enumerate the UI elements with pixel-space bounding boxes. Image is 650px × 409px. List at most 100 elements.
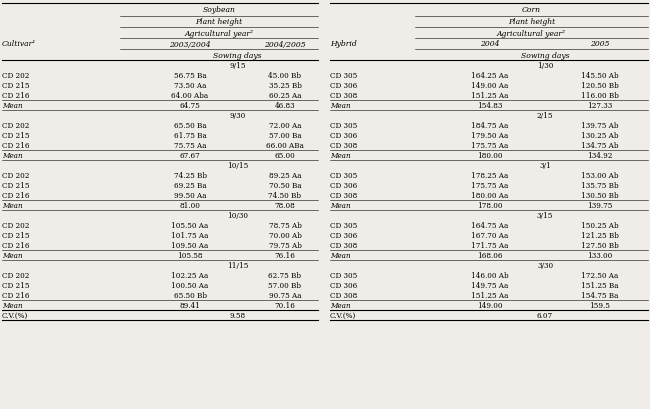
Text: CD 306: CD 306	[330, 281, 358, 289]
Text: 72.00 Aa: 72.00 Aa	[268, 122, 301, 130]
Text: Mean: Mean	[330, 301, 350, 309]
Text: CD 308: CD 308	[330, 291, 358, 299]
Text: 45.00 Bb: 45.00 Bb	[268, 72, 302, 80]
Text: 35.25 Bb: 35.25 Bb	[268, 82, 302, 90]
Text: 180.00: 180.00	[477, 152, 502, 160]
Text: 2004/2005: 2004/2005	[264, 40, 306, 48]
Text: CD 305: CD 305	[330, 172, 358, 180]
Text: 66.00 ABa: 66.00 ABa	[266, 142, 304, 150]
Text: Corn: Corn	[522, 7, 541, 14]
Text: CD 216: CD 216	[2, 142, 29, 150]
Text: 57.00 Ba: 57.00 Ba	[268, 132, 302, 139]
Text: Mean: Mean	[330, 102, 350, 110]
Text: 164.75 Aa: 164.75 Aa	[471, 221, 508, 229]
Text: 151.25 Aa: 151.25 Aa	[471, 291, 509, 299]
Text: 10/15: 10/15	[227, 162, 248, 170]
Text: CD 306: CD 306	[330, 231, 358, 239]
Text: C.V.(%): C.V.(%)	[2, 311, 29, 319]
Text: 172.50 Aa: 172.50 Aa	[581, 271, 619, 279]
Text: 153.00 Ab: 153.00 Ab	[581, 172, 619, 180]
Text: 164.25 Aa: 164.25 Aa	[471, 72, 508, 80]
Text: Mean: Mean	[330, 252, 350, 259]
Text: 78.08: 78.08	[274, 202, 295, 209]
Text: 178.25 Aa: 178.25 Aa	[471, 172, 508, 180]
Text: 180.00 Aa: 180.00 Aa	[471, 191, 508, 200]
Text: 150.25 Ab: 150.25 Ab	[581, 221, 619, 229]
Text: 127.50 Bb: 127.50 Bb	[581, 241, 619, 249]
Text: 139.75 Ab: 139.75 Ab	[581, 122, 619, 130]
Text: CD 215: CD 215	[2, 231, 29, 239]
Text: CD 215: CD 215	[2, 132, 29, 139]
Text: 3/15: 3/15	[537, 211, 553, 220]
Text: Mean: Mean	[2, 252, 23, 259]
Text: 105.50 Aa: 105.50 Aa	[172, 221, 209, 229]
Text: 100.50 Aa: 100.50 Aa	[172, 281, 209, 289]
Text: 105.58: 105.58	[177, 252, 203, 259]
Text: 120.50 Bb: 120.50 Bb	[581, 82, 619, 90]
Text: 179.50 Aa: 179.50 Aa	[471, 132, 508, 139]
Text: 61.75 Ba: 61.75 Ba	[174, 132, 207, 139]
Text: CD 306: CD 306	[330, 82, 358, 90]
Text: 56.75 Ba: 56.75 Ba	[174, 72, 206, 80]
Text: 62.75 Bb: 62.75 Bb	[268, 271, 302, 279]
Text: 167.70 Aa: 167.70 Aa	[471, 231, 508, 239]
Text: CD 202: CD 202	[2, 172, 29, 180]
Text: C.V.(%): C.V.(%)	[330, 311, 356, 319]
Text: CD 306: CD 306	[330, 132, 358, 139]
Text: 46.83: 46.83	[275, 102, 295, 110]
Text: 175.75 Aa: 175.75 Aa	[471, 182, 508, 189]
Text: 116.00 Bb: 116.00 Bb	[581, 92, 619, 100]
Text: Sowing days: Sowing days	[213, 52, 262, 59]
Text: 70.50 Ba: 70.50 Ba	[268, 182, 302, 189]
Text: 57.00 Bb: 57.00 Bb	[268, 281, 302, 289]
Text: 99.50 Aa: 99.50 Aa	[174, 191, 206, 200]
Text: 73.50 Aa: 73.50 Aa	[174, 82, 206, 90]
Text: CD 202: CD 202	[2, 221, 29, 229]
Text: 159.5: 159.5	[590, 301, 610, 309]
Text: 79.75 Ab: 79.75 Ab	[268, 241, 302, 249]
Text: CD 308: CD 308	[330, 191, 358, 200]
Text: 154.75 Ba: 154.75 Ba	[581, 291, 619, 299]
Text: CD 308: CD 308	[330, 142, 358, 150]
Text: CD 215: CD 215	[2, 182, 29, 189]
Text: 151.25 Aa: 151.25 Aa	[471, 92, 509, 100]
Text: 134.75 Ab: 134.75 Ab	[581, 142, 619, 150]
Text: Mean: Mean	[2, 202, 23, 209]
Text: CD 305: CD 305	[330, 122, 358, 130]
Text: 2003/2004: 2003/2004	[169, 40, 211, 48]
Text: 6.07: 6.07	[537, 311, 553, 319]
Text: CD 306: CD 306	[330, 182, 358, 189]
Text: CD 305: CD 305	[330, 72, 358, 80]
Text: CD 305: CD 305	[330, 271, 358, 279]
Text: Sowing days: Sowing days	[521, 52, 569, 59]
Text: 168.06: 168.06	[477, 252, 502, 259]
Text: 102.25 Aa: 102.25 Aa	[172, 271, 209, 279]
Text: 81.00: 81.00	[179, 202, 200, 209]
Text: 3/30: 3/30	[537, 261, 553, 270]
Text: 133.00: 133.00	[588, 252, 612, 259]
Text: 11/15: 11/15	[227, 261, 248, 270]
Text: 154.83: 154.83	[477, 102, 502, 110]
Text: 149.00: 149.00	[477, 301, 502, 309]
Text: 65.00: 65.00	[274, 152, 295, 160]
Text: 76.16: 76.16	[274, 252, 296, 259]
Text: Hybrid: Hybrid	[330, 40, 357, 48]
Text: Mean: Mean	[2, 152, 23, 160]
Text: 9.58: 9.58	[229, 311, 246, 319]
Text: 184.75 Aa: 184.75 Aa	[471, 122, 508, 130]
Text: 149.00 Aa: 149.00 Aa	[471, 82, 508, 90]
Text: 67.67: 67.67	[179, 152, 200, 160]
Text: 75.75 Aa: 75.75 Aa	[174, 142, 206, 150]
Text: Mean: Mean	[2, 301, 23, 309]
Text: 1/30: 1/30	[537, 62, 553, 70]
Text: 121.25 Bb: 121.25 Bb	[581, 231, 619, 239]
Text: 65.50 Ba: 65.50 Ba	[174, 122, 206, 130]
Text: 9/15: 9/15	[229, 62, 246, 70]
Text: 178.00: 178.00	[477, 202, 502, 209]
Text: 101.75 Aa: 101.75 Aa	[172, 231, 209, 239]
Text: 89.41: 89.41	[179, 301, 200, 309]
Text: 127.33: 127.33	[588, 102, 612, 110]
Text: Mean: Mean	[2, 102, 23, 110]
Text: CD 202: CD 202	[2, 122, 29, 130]
Text: 109.50 Aa: 109.50 Aa	[172, 241, 209, 249]
